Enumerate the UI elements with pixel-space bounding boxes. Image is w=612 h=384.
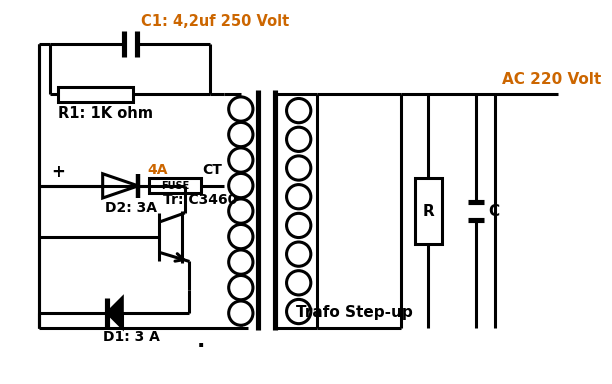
Bar [149, 179, 201, 193]
Text: D2: 3A: D2: 3A [105, 201, 157, 215]
Text: .: . [197, 331, 206, 351]
Text: 4A: 4A [147, 162, 168, 177]
Text: CT: CT [203, 162, 222, 177]
Bar [58, 87, 133, 102]
Text: FUSE: FUSE [161, 181, 189, 191]
Text: D1: 3 A: D1: 3 A [103, 329, 160, 344]
Text: C: C [488, 204, 499, 218]
Text: AC 220 Volt: AC 220 Volt [502, 72, 602, 87]
Text: R1: 1K ohm: R1: 1K ohm [58, 106, 153, 121]
Text: Tr: C3460: Tr: C3460 [163, 193, 237, 207]
Bar [416, 179, 441, 244]
Text: R: R [422, 204, 435, 218]
Text: Trafo Step-up: Trafo Step-up [296, 305, 413, 320]
Polygon shape [107, 298, 122, 328]
Text: C1: 4,2uf 250 Volt: C1: 4,2uf 250 Volt [141, 14, 289, 29]
Text: +: + [51, 163, 65, 181]
